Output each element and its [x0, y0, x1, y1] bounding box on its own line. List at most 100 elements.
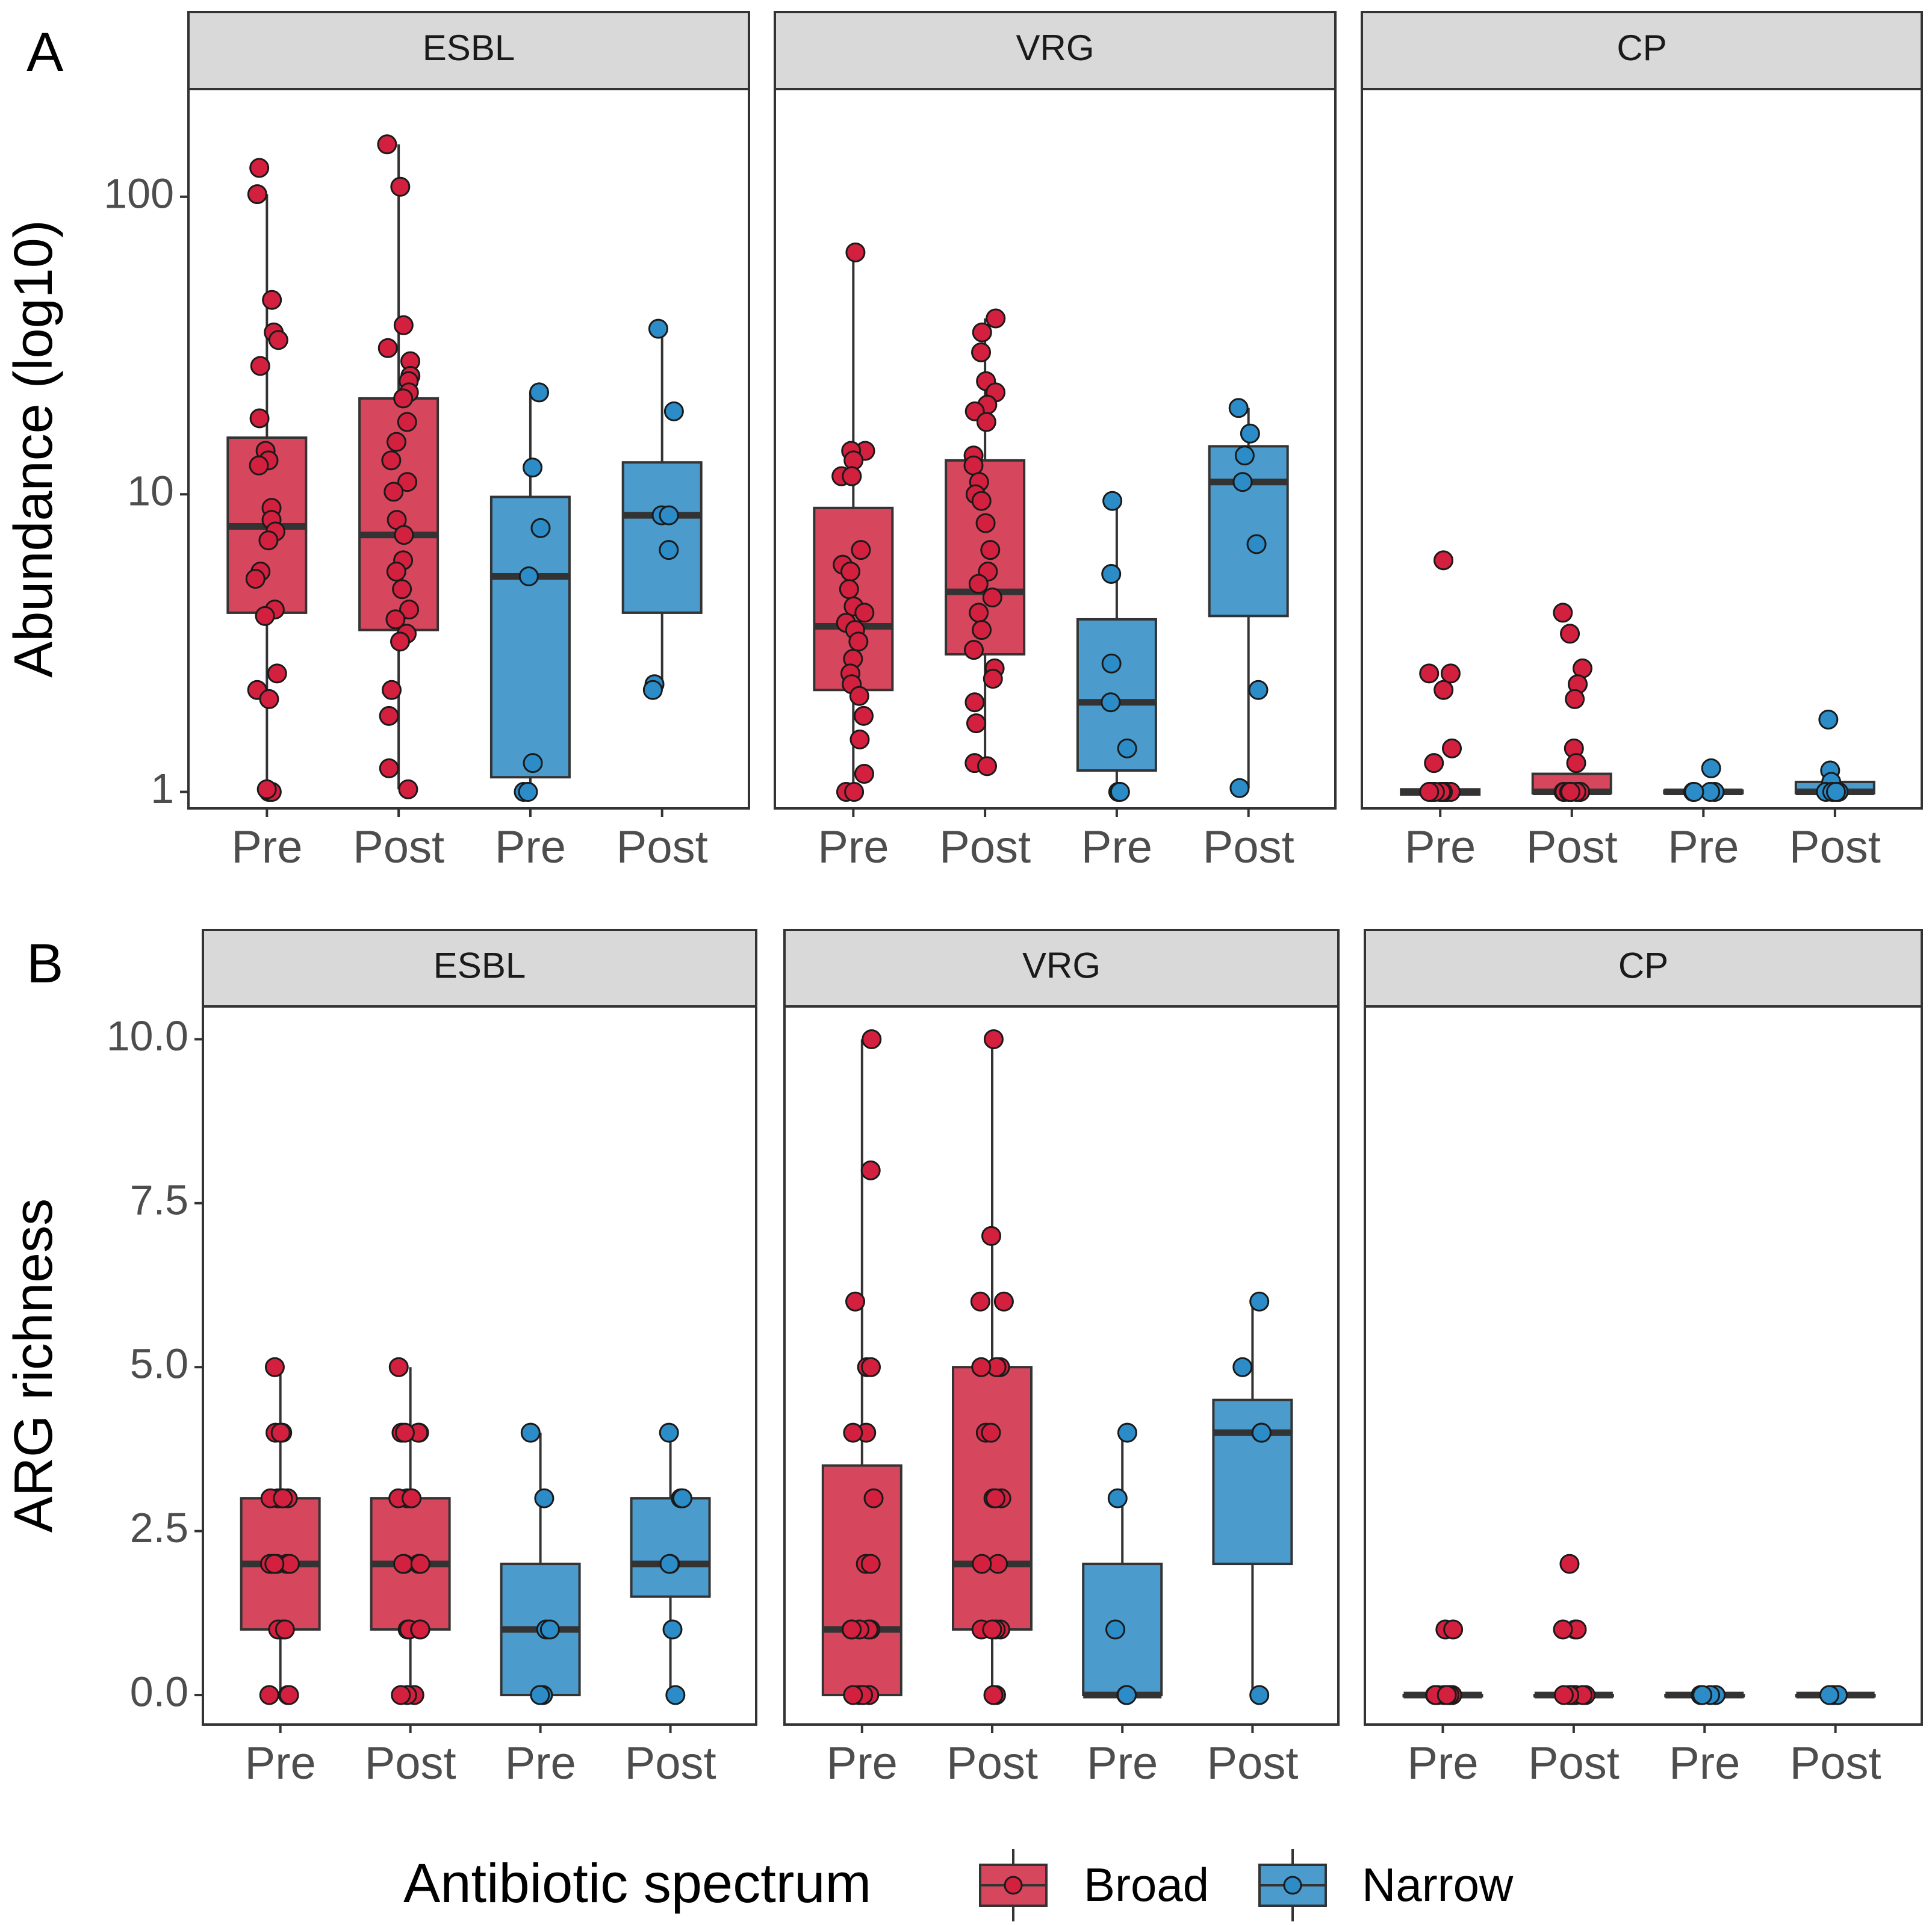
data-point [384, 482, 404, 502]
data-point [980, 540, 1001, 560]
data-point [672, 1488, 692, 1508]
data-point [1825, 782, 1846, 802]
data-point [1110, 782, 1130, 802]
data-point [377, 134, 397, 155]
y-tick-label: 10 [127, 468, 174, 515]
data-point [399, 600, 420, 620]
facet-strip [187, 11, 750, 90]
data-point [273, 1488, 293, 1508]
data-point [523, 753, 543, 773]
data-point [390, 631, 411, 652]
facet-title: VRG [1022, 945, 1101, 985]
data-point [854, 764, 874, 784]
data-point [1553, 1685, 1574, 1705]
x-tick-label: Pre [245, 1738, 316, 1789]
data-point [842, 1619, 862, 1640]
data-point [258, 530, 279, 551]
data-point [394, 1422, 415, 1443]
legend-item-label: Broad [1084, 1858, 1209, 1911]
data-point [1229, 778, 1250, 798]
data-point [1105, 1619, 1126, 1640]
panel-tag: A [26, 22, 64, 83]
data-point [390, 176, 411, 197]
data-point [379, 705, 399, 726]
data-point [972, 620, 992, 640]
data-point [388, 1357, 409, 1377]
data-point [849, 686, 869, 706]
y-tick-label: 7.5 [130, 1176, 188, 1223]
x-tick-label: Pre [1405, 822, 1476, 873]
x-tick-label: Post [1528, 1738, 1620, 1789]
box-body [1208, 445, 1289, 618]
data-point [854, 705, 874, 726]
data-point [393, 388, 414, 409]
data-point [1102, 491, 1123, 511]
data-point [1443, 1619, 1464, 1640]
x-tick-label: Post [1526, 822, 1618, 873]
facet-strip [1364, 929, 1923, 1008]
facet-strip [783, 929, 1340, 1008]
y-axis-title: ARG richness [4, 1198, 64, 1533]
data-point [270, 1422, 291, 1443]
data-point [386, 562, 406, 582]
data-point [245, 569, 266, 589]
data-point [1560, 624, 1580, 644]
data-point [1692, 1685, 1713, 1705]
data-point [642, 680, 663, 700]
x-tick-label: Post [365, 1738, 456, 1789]
data-point [845, 242, 866, 262]
data-point [530, 1685, 550, 1705]
data-point [1107, 1488, 1128, 1508]
data-point [386, 432, 406, 452]
data-point [1249, 1685, 1270, 1705]
data-point [394, 525, 414, 545]
data-point [534, 1488, 554, 1508]
legend-key-point [1004, 1876, 1023, 1895]
legend-item-label: Narrow [1362, 1858, 1514, 1911]
box-body [630, 1497, 711, 1598]
data-point [398, 779, 418, 799]
x-tick-label: Post [617, 822, 708, 873]
box-body [821, 1464, 902, 1696]
data-point [963, 455, 984, 476]
x-tick-label: Pre [1081, 822, 1152, 873]
data-point [854, 603, 875, 623]
data-point [1251, 1422, 1272, 1443]
data-point [267, 663, 287, 684]
x-tick-label: Pre [1668, 822, 1739, 873]
x-tick-label: Pre [505, 1738, 576, 1789]
data-point [1565, 689, 1585, 709]
y-tick-label: 100 [104, 170, 174, 217]
y-axis-title: Abundance (log10) [4, 220, 64, 678]
data-point [1819, 1685, 1839, 1705]
data-point [981, 1226, 1001, 1246]
data-point [1240, 423, 1260, 444]
facet-strip [1361, 11, 1923, 90]
data-point [530, 518, 551, 538]
y-tick-label: 2.5 [130, 1504, 188, 1551]
facet-strip [774, 11, 1337, 90]
data-point [662, 1619, 683, 1640]
data-point [1442, 738, 1462, 758]
data-point [839, 579, 859, 600]
data-point [851, 540, 871, 560]
panel-tag: B [26, 933, 63, 994]
data-point [663, 401, 684, 421]
data-point [860, 1357, 881, 1377]
data-point [410, 1619, 430, 1640]
data-point [1249, 1291, 1270, 1312]
data-point [983, 1029, 1004, 1049]
data-point [972, 1554, 992, 1574]
data-point [402, 1488, 422, 1508]
data-point [983, 669, 1003, 689]
data-point [982, 587, 1002, 608]
data-point [523, 457, 543, 478]
data-point [1234, 445, 1255, 466]
legend-key-point [1283, 1876, 1302, 1895]
data-point [397, 412, 417, 432]
data-point [255, 606, 275, 626]
data-point [1101, 692, 1121, 713]
data-point [850, 730, 870, 750]
x-tick-label: Post [1203, 822, 1294, 873]
data-point [1684, 782, 1704, 802]
